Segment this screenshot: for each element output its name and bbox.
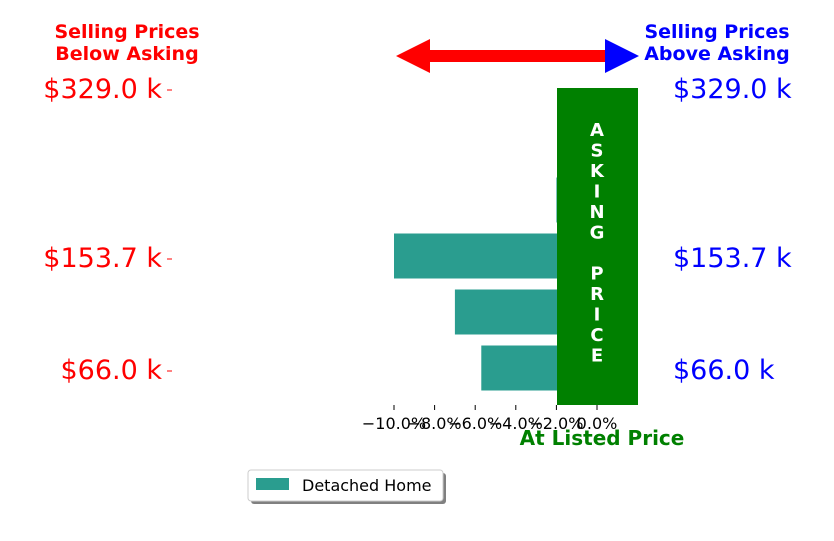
price-label-left-2: $66.0 k (60, 355, 162, 386)
asking-letter-7: P (590, 264, 603, 285)
title-above-line1: Selling Prices (644, 21, 789, 43)
price-label-right-1: $153.7 k (673, 243, 792, 274)
x-tick-label-5: 0.0% (577, 414, 618, 433)
price-label-right-0: $329.0 k (673, 74, 792, 105)
asking-letter-0: A (590, 120, 604, 141)
x-tick-label-1: −8.0% (408, 414, 462, 433)
legend-swatch (256, 478, 289, 490)
asking-letter-8: R (590, 284, 604, 305)
asking-letter-11: E (591, 346, 603, 367)
asking-letter-10: C (590, 325, 603, 346)
price-label-left-0: $329.0 k (43, 74, 162, 105)
title-above-line2: Above Asking (644, 43, 790, 65)
arrow-right-shaft (518, 50, 608, 62)
asking-letter-2: K (590, 161, 605, 182)
asking-letter-5: G (590, 223, 605, 244)
x-tick-label-2: −6.0% (448, 414, 502, 433)
legend-box (247, 469, 444, 502)
asking-letter-4: N (589, 202, 604, 223)
x-tick-label-4: −2.0% (529, 414, 583, 433)
asking-price-band (557, 88, 638, 405)
price-label-left-1: $153.7 k (43, 243, 162, 274)
title-below-line2: Below Asking (55, 43, 198, 65)
legend-label: Detached Home (302, 476, 432, 495)
asking-letter-3: I (594, 182, 601, 203)
x-tick-label-0: −10.0% (362, 414, 426, 433)
zero-label: At Listed Price (520, 426, 685, 450)
direction-arrow (396, 39, 639, 73)
x-tick-label-3: −4.0% (489, 414, 543, 433)
legend: Detached Home (247, 469, 446, 504)
arrow-right-head (605, 39, 639, 73)
arrow-left-head (396, 39, 430, 73)
price-labels-left: $329.0 k $153.7 k $66.0 k (43, 74, 172, 386)
price-label-right-2: $66.0 k (673, 355, 775, 386)
asking-letter-9: I (594, 305, 601, 326)
title-below-line1: Selling Prices (54, 21, 199, 43)
asking-letter-1: S (591, 141, 604, 162)
x-axis: −10.0%−8.0%−6.0%−4.0%−2.0%0.0% (362, 405, 617, 433)
arrow-left-shaft (428, 50, 518, 62)
price-labels-right: $329.0 k $153.7 k $66.0 k (673, 74, 792, 386)
